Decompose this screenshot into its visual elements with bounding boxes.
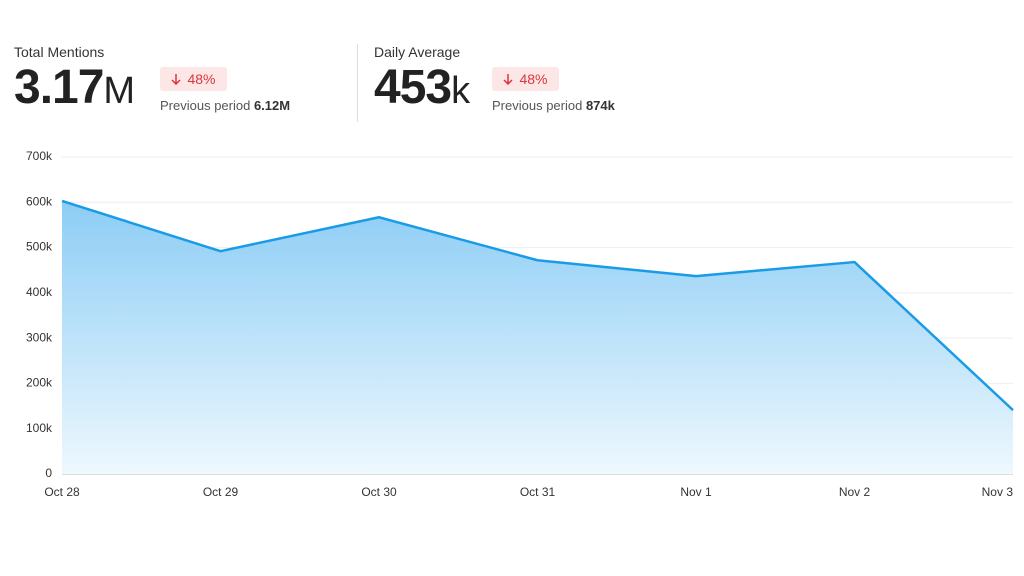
change-badge: 48% xyxy=(492,67,559,91)
y-tick-label: 400k xyxy=(26,285,53,299)
y-tick-label: 600k xyxy=(26,194,53,208)
y-tick-label: 300k xyxy=(26,330,53,344)
y-tick-label: 500k xyxy=(26,240,53,254)
x-tick-label: Nov 3 xyxy=(982,485,1014,499)
line xyxy=(61,199,1014,412)
stat-number: 453 xyxy=(374,61,452,114)
previous-value: 874k xyxy=(585,98,615,113)
stat-card: Total Mentions 3.17M 48% Previous period… xyxy=(14,44,290,114)
stat-label: Total Mentions xyxy=(14,44,105,60)
stat-value: 453k xyxy=(374,60,470,115)
x-tick-label: Oct 30 xyxy=(361,485,397,499)
x-tick-label: Oct 31 xyxy=(520,485,556,499)
change-value: 48% xyxy=(519,71,548,87)
previous-label: Previous period xyxy=(492,98,583,113)
change-badge: 48% xyxy=(160,67,227,91)
separator xyxy=(357,44,358,122)
stat-unit: k xyxy=(451,70,471,112)
down-arrow xyxy=(503,74,514,85)
y-tick-label: 200k xyxy=(26,376,53,390)
stat-card: Daily Average 453k 48% Previous period 8… xyxy=(374,44,615,114)
x-tick-label: Nov 2 xyxy=(839,485,871,499)
y-tick-label: 700k xyxy=(26,149,53,163)
x-tick-label: Oct 29 xyxy=(203,485,239,499)
stat-label: Daily Average xyxy=(374,44,461,60)
y-tick-label: 0 xyxy=(45,466,52,480)
stat-value: 3.17M xyxy=(14,60,135,115)
previous-label: Previous period xyxy=(160,98,251,113)
down-arrow xyxy=(171,74,182,85)
previous-value: 6.12M xyxy=(253,98,291,113)
area xyxy=(62,200,1013,475)
x-tick-label: Oct 28 xyxy=(44,485,80,499)
stat-number: 3.17 xyxy=(14,61,104,114)
y-tick-label: 100k xyxy=(26,421,53,435)
previous-period: Previous period 874k xyxy=(492,98,615,113)
x-tick-label: Nov 1 xyxy=(680,485,712,499)
previous-period: Previous period 6.12M xyxy=(160,98,290,113)
change-value: 48% xyxy=(187,71,216,87)
stat-unit: M xyxy=(103,70,136,112)
